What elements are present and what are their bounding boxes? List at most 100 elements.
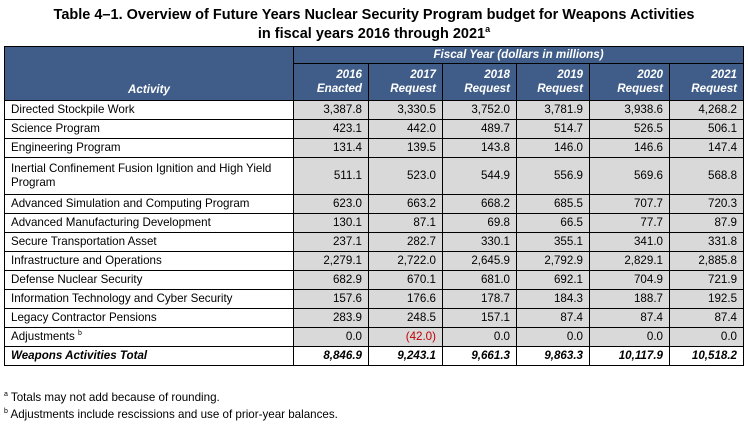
year-column-header: 2019 Request: [516, 63, 590, 101]
table-row: Defense Nuclear Security 682.9 670.1 681.0 6…: [4, 270, 745, 290]
year-column-kind: Request: [390, 82, 436, 95]
value-cell: 3,387.8: [293, 100, 369, 120]
total-value-cell: 9,863.3: [516, 346, 590, 366]
value-cell: 87.9: [668, 213, 745, 233]
year-column-year: 2019: [557, 68, 583, 81]
value-cell: 176.6: [368, 289, 443, 309]
value-cell: 707.7: [589, 194, 670, 214]
activity-label: Inertial Confinement Fusion Ignition and…: [11, 162, 272, 189]
title-footnote-mark: a: [485, 24, 491, 34]
activity-label: Engineering Program: [11, 141, 121, 154]
activity-label: Advanced Manufacturing Development: [11, 216, 211, 229]
table-row: Secure Transportation Asset 237.1 282.7 330…: [4, 232, 745, 252]
value-cell: 66.5: [516, 213, 590, 233]
value-cell: 692.1: [516, 270, 590, 290]
value-cell: 178.7: [442, 289, 517, 309]
value-cell: 157.1: [442, 308, 517, 328]
year-column-year: 2020: [637, 68, 663, 81]
year-column-header: 2020 Request: [589, 63, 670, 101]
value-cell: 147.4: [668, 138, 745, 158]
value-cell: 568.8: [668, 157, 745, 195]
activity-label: Advanced Simulation and Computing Progra…: [11, 197, 250, 210]
value-cell: 87.4: [668, 308, 745, 328]
table-title: Table 4–1. Overview of Future Years Nucl…: [0, 6, 748, 44]
value-cell: 0.0: [293, 327, 369, 347]
value-cell: 2,722.0: [368, 251, 443, 271]
value-cell: 131.4: [293, 138, 369, 158]
year-column-kind: Request: [691, 82, 738, 95]
value-cell: 544.9: [442, 157, 517, 195]
value-cell: 663.2: [368, 194, 443, 214]
table-row: Inertial Confinement Fusion Ignition and…: [4, 157, 745, 195]
value-cell: 237.1: [293, 232, 369, 252]
value-cell: 330.1: [442, 232, 517, 252]
value-cell: 130.1: [293, 213, 369, 233]
value-cell: 506.1: [668, 119, 745, 139]
activity-label: Defense Nuclear Security: [11, 273, 143, 286]
value-cell: 2,645.9: [442, 251, 517, 271]
value-cell: 3,938.6: [589, 100, 670, 120]
total-value-cell: 9,661.3: [442, 346, 517, 366]
value-cell: 670.1: [368, 270, 443, 290]
value-cell: 146.6: [589, 138, 670, 158]
value-cell: 668.2: [442, 194, 517, 214]
value-cell: 139.5: [368, 138, 443, 158]
value-cell: 514.7: [516, 119, 590, 139]
value-cell: 0.0: [516, 327, 590, 347]
value-cell: 248.5: [368, 308, 443, 328]
activity-cell: Science Program: [4, 119, 294, 139]
activity-label: Information Technology and Cyber Securit…: [11, 292, 233, 305]
activity-cell: Legacy Contractor Pensions: [4, 308, 294, 328]
value-cell: 192.5: [668, 289, 745, 309]
value-cell: 331.8: [668, 232, 745, 252]
activity-label: Directed Stockpile Work: [11, 103, 135, 116]
value-cell: 0.0: [442, 327, 517, 347]
footnote-text: Adjustments include rescissions and use …: [7, 408, 338, 421]
table-row: Infrastructure and Operations 2,279.1 2,72…: [4, 251, 745, 271]
value-cell: 623.0: [293, 194, 369, 214]
footnote-mark: b: [4, 408, 8, 415]
value-cell: 704.9: [589, 270, 670, 290]
table-row: Legacy Contractor Pensions 283.9 248.5 157.…: [4, 308, 745, 328]
value-cell: 423.1: [293, 119, 369, 139]
activity-label: Infrastructure and Operations: [11, 254, 162, 267]
activity-label: Weapons Activities Total: [11, 349, 148, 362]
year-column-kind: Request: [537, 82, 583, 95]
value-cell: 157.6: [293, 289, 369, 309]
value-cell: 2,279.1: [293, 251, 369, 271]
year-column-year: 2016: [336, 68, 362, 81]
year-column-kind: Request: [464, 82, 510, 95]
footnotes: a Totals may not add because of rounding…: [4, 389, 338, 423]
value-cell: 511.1: [293, 157, 369, 195]
activity-cell: Advanced Simulation and Computing Progra…: [4, 194, 294, 214]
activity-cell: Information Technology and Cyber Securit…: [4, 289, 294, 309]
footnote-text: Totals may not add because of rounding.: [7, 391, 220, 404]
value-cell: 143.8: [442, 138, 517, 158]
table-title-line2: in fiscal years 2016 through 2021a: [0, 25, 748, 44]
value-cell: 685.5: [516, 194, 590, 214]
total-label: Weapons Activities Total: [4, 346, 294, 366]
value-cell: 0.0: [668, 327, 745, 347]
year-column-header: 2018 Request: [442, 63, 517, 101]
table-row: Science Program 423.1 442.0 489.7 514.7 526.5…: [4, 119, 745, 139]
value-cell: 681.0: [442, 270, 517, 290]
value-cell: 721.9: [668, 270, 745, 290]
footnote: a Totals may not add because of rounding…: [4, 389, 338, 406]
value-cell: 2,885.8: [668, 251, 745, 271]
year-header-row: 2016 Enacted 2017 Request 2018 Request 2019 Req…: [5, 63, 745, 101]
year-column-year: 2018: [484, 68, 510, 81]
value-cell: 523.0: [368, 157, 443, 195]
footnote-mark: b: [78, 330, 82, 337]
activity-cell: Defense Nuclear Security: [4, 270, 294, 290]
value-cell: 0.0: [589, 327, 670, 347]
value-cell: 341.0: [589, 232, 670, 252]
table-row: Advanced Simulation and Computing Progra…: [4, 194, 745, 214]
value-cell: 2,792.9: [516, 251, 590, 271]
value-cell: 87.4: [589, 308, 670, 328]
value-cell: 282.7: [368, 232, 443, 252]
value-cell: 489.7: [442, 119, 517, 139]
value-cell: 87.1: [368, 213, 443, 233]
value-cell: 526.5: [589, 119, 670, 139]
activity-label: Adjustments: [11, 330, 75, 343]
